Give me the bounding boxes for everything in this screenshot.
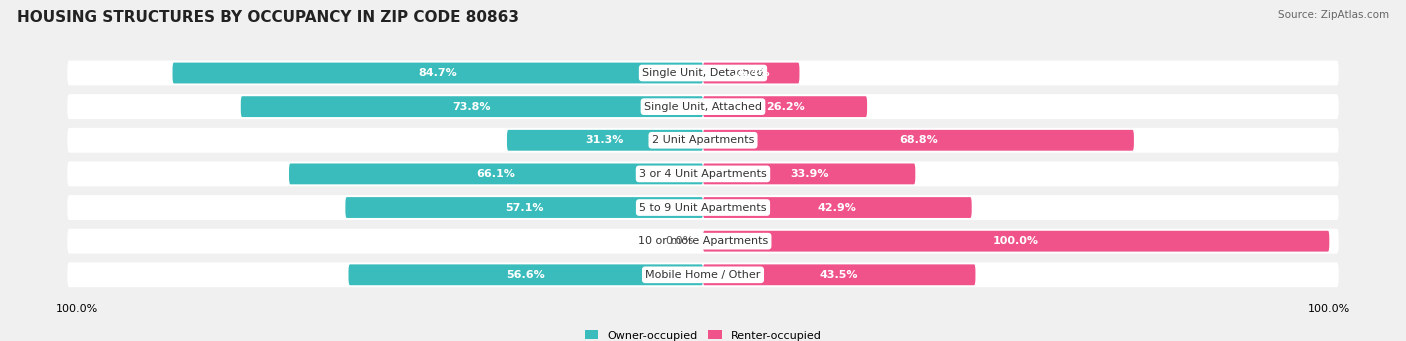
FancyBboxPatch shape (173, 63, 703, 84)
Text: 2 Unit Apartments: 2 Unit Apartments (652, 135, 754, 145)
Text: 68.8%: 68.8% (898, 135, 938, 145)
Text: 31.3%: 31.3% (586, 135, 624, 145)
FancyBboxPatch shape (67, 61, 1339, 86)
Text: Single Unit, Attached: Single Unit, Attached (644, 102, 762, 112)
FancyBboxPatch shape (703, 130, 1133, 151)
Text: 56.6%: 56.6% (506, 270, 546, 280)
FancyBboxPatch shape (349, 264, 703, 285)
Text: 73.8%: 73.8% (453, 102, 491, 112)
FancyBboxPatch shape (67, 94, 1339, 119)
FancyBboxPatch shape (346, 197, 703, 218)
FancyBboxPatch shape (703, 231, 1329, 252)
FancyBboxPatch shape (703, 163, 915, 184)
Legend: Owner-occupied, Renter-occupied: Owner-occupied, Renter-occupied (581, 326, 825, 341)
FancyBboxPatch shape (703, 63, 800, 84)
FancyBboxPatch shape (67, 195, 1339, 220)
Text: 100.0%: 100.0% (993, 236, 1039, 246)
Text: 26.2%: 26.2% (766, 102, 804, 112)
FancyBboxPatch shape (703, 197, 972, 218)
Text: 3 or 4 Unit Apartments: 3 or 4 Unit Apartments (640, 169, 766, 179)
FancyBboxPatch shape (67, 128, 1339, 153)
Text: 84.7%: 84.7% (419, 68, 457, 78)
Text: Source: ZipAtlas.com: Source: ZipAtlas.com (1278, 10, 1389, 20)
Text: 15.4%: 15.4% (733, 68, 770, 78)
FancyBboxPatch shape (67, 262, 1339, 287)
FancyBboxPatch shape (240, 96, 703, 117)
FancyBboxPatch shape (703, 96, 868, 117)
Text: 10 or more Apartments: 10 or more Apartments (638, 236, 768, 246)
Text: 43.5%: 43.5% (820, 270, 859, 280)
Text: 0.0%: 0.0% (665, 236, 693, 246)
FancyBboxPatch shape (67, 229, 1339, 254)
FancyBboxPatch shape (67, 162, 1339, 186)
Text: 57.1%: 57.1% (505, 203, 544, 212)
Text: Single Unit, Detached: Single Unit, Detached (643, 68, 763, 78)
Text: 33.9%: 33.9% (790, 169, 828, 179)
FancyBboxPatch shape (703, 264, 976, 285)
Text: HOUSING STRUCTURES BY OCCUPANCY IN ZIP CODE 80863: HOUSING STRUCTURES BY OCCUPANCY IN ZIP C… (17, 10, 519, 25)
Text: 42.9%: 42.9% (818, 203, 856, 212)
FancyBboxPatch shape (508, 130, 703, 151)
Text: 66.1%: 66.1% (477, 169, 516, 179)
FancyBboxPatch shape (290, 163, 703, 184)
Text: 5 to 9 Unit Apartments: 5 to 9 Unit Apartments (640, 203, 766, 212)
Text: Mobile Home / Other: Mobile Home / Other (645, 270, 761, 280)
